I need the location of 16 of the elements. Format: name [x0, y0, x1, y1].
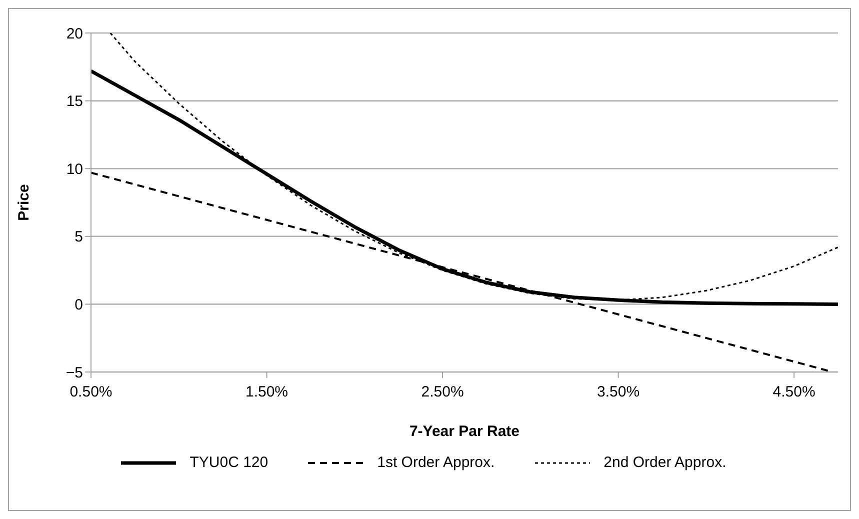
- x-tick-label: 3.50%: [597, 384, 640, 401]
- x-tick-label: 0.50%: [70, 384, 112, 401]
- legend-label: TYU0C 120: [190, 454, 268, 471]
- x-tick-label: 2.50%: [421, 384, 464, 401]
- legend-label: 2nd Order Approx.: [604, 454, 726, 471]
- y-tick-label: 10: [66, 160, 83, 178]
- x-tick-label: 4.50%: [772, 384, 816, 401]
- y-tick-label: 15: [66, 93, 83, 110]
- y-tick-label: −5: [66, 364, 83, 382]
- x-tick-label: 1.50%: [245, 384, 288, 401]
- y-tick-label: 20: [66, 25, 83, 42]
- x-axis-title: 7-Year Par Rate: [409, 423, 520, 440]
- legend-label: 1st Order Approx.: [377, 454, 495, 471]
- y-axis-title: Price: [15, 184, 32, 221]
- y-tick-label: 0: [74, 296, 83, 314]
- y-tick-label: 5: [74, 228, 83, 246]
